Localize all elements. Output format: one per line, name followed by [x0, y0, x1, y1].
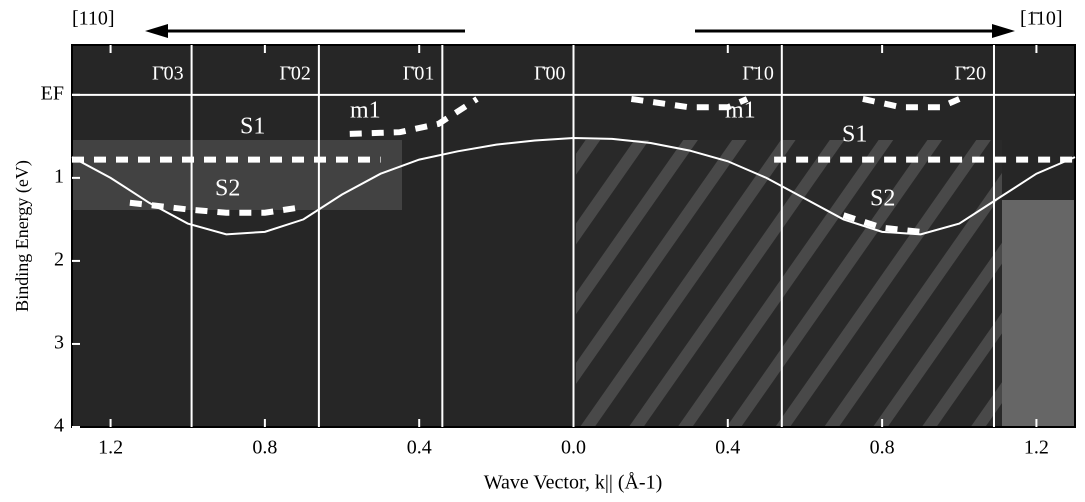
- y-tick-label: EF: [41, 82, 64, 104]
- arrow-head: [145, 24, 168, 38]
- image-edge: [1002, 200, 1075, 427]
- y-axis-label: Binding Energy (eV): [12, 160, 33, 312]
- x-tick-label: 1.2: [98, 437, 123, 459]
- dashed-line: [630, 96, 749, 111]
- annotation: S1: [842, 122, 867, 148]
- direction-left: [110]: [72, 8, 115, 30]
- dashed-line: [129, 199, 304, 216]
- arrow-head: [992, 24, 1015, 38]
- x-tick-label: 0.4: [715, 437, 740, 459]
- dispersion-line: [71, 137, 1076, 236]
- image-texture: [576, 140, 1002, 427]
- x-tick-label: 0.0: [561, 437, 586, 459]
- y-tick-label: 4: [54, 415, 64, 437]
- annotation: m1: [350, 98, 381, 124]
- dashed-line: [349, 96, 479, 137]
- annotation: S2: [215, 176, 240, 202]
- y-tick-label: 2: [54, 249, 64, 271]
- dashed-line: [862, 96, 961, 111]
- zone-label: Γ̄00: [534, 63, 566, 85]
- image-band: [72, 140, 402, 210]
- zone-label: Γ̄20: [954, 63, 986, 85]
- zone-label: Γ̄10: [742, 63, 774, 85]
- y-tick-label: 3: [54, 332, 64, 354]
- x-tick-label: 1.2: [1024, 437, 1049, 459]
- dashed-line: [842, 212, 922, 235]
- x-tick-label: 0.4: [407, 437, 432, 459]
- x-tick-label: 0.8: [870, 437, 895, 459]
- zone-label: Γ̄02: [279, 63, 311, 85]
- x-axis-label: Wave Vector, k|| (Å-1): [484, 472, 663, 494]
- zone-label: Γ̄01: [403, 63, 435, 85]
- annotation: S2: [870, 186, 895, 212]
- zone-label: Γ̄03: [152, 63, 184, 85]
- x-tick-label: 0.8: [252, 437, 277, 459]
- direction-right: [1̄10]: [1020, 8, 1063, 30]
- annotation: S1: [240, 114, 265, 140]
- y-tick-label: 1: [54, 165, 64, 187]
